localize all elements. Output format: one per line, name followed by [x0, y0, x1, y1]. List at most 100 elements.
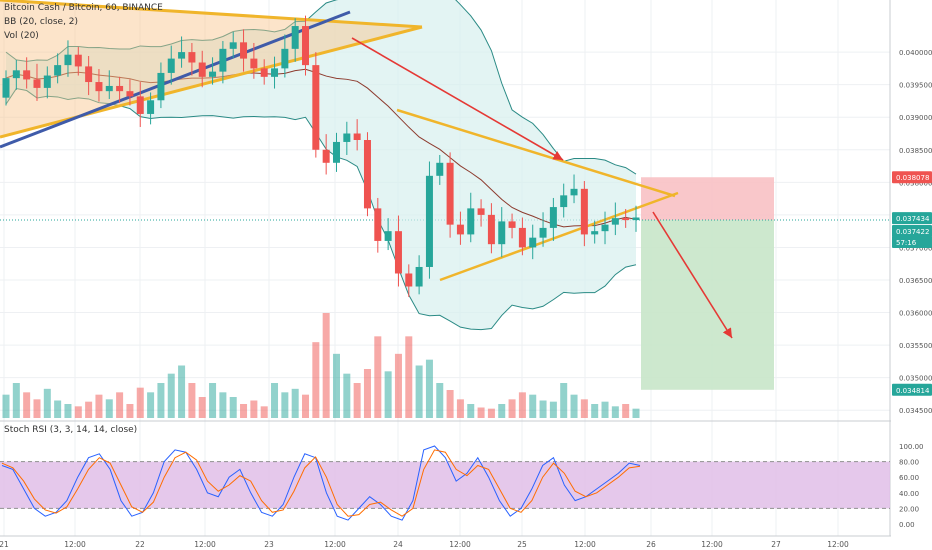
- time-label: 21: [0, 540, 9, 549]
- candle: [33, 63, 41, 101]
- candle: [560, 183, 568, 218]
- candle: [271, 56, 279, 89]
- candle: [209, 57, 217, 85]
- candle-body: [529, 237, 537, 248]
- candle: [167, 45, 175, 85]
- candle-body: [591, 231, 599, 235]
- bollinger-basis: [5, 68, 637, 228]
- volume-bar: [312, 342, 320, 418]
- stoch-legend[interactable]: Stoch RSI (3, 3, 14, 14, close): [4, 425, 138, 435]
- stoch-tick-label: 40.00: [899, 490, 919, 498]
- candle-body: [209, 71, 217, 77]
- volume-bar: [291, 388, 299, 418]
- candle-body: [250, 58, 258, 69]
- stoch-overbought-oversold-band: [0, 461, 890, 509]
- volume-bar: [529, 394, 537, 418]
- candle-body: [343, 133, 351, 142]
- triangle-upper-line: [396, 108, 676, 198]
- volume-bar: [508, 399, 516, 418]
- candle: [85, 56, 93, 96]
- price-tick-label: 0.035000: [899, 375, 932, 383]
- candle-body: [126, 91, 134, 97]
- volume-bar: [23, 392, 31, 418]
- volume-bar: [167, 373, 175, 418]
- candle: [549, 197, 557, 241]
- candle-body: [198, 62, 206, 77]
- candle-body: [260, 68, 268, 77]
- stoch-tick-label: 100.00: [899, 443, 924, 451]
- candle-body: [436, 162, 444, 176]
- price-axis[interactable]: 0.040000 0.039500 0.039000 0.038500 0.038000…: [891, 0, 932, 550]
- triangle-lower-line: [439, 191, 679, 282]
- vol-legend[interactable]: Vol (20): [4, 31, 39, 41]
- candle: [312, 52, 320, 158]
- candle-body: [498, 221, 506, 245]
- candle: [260, 59, 268, 85]
- candle: [229, 31, 237, 58]
- candle: [322, 134, 330, 175]
- candle-body: [95, 82, 103, 92]
- candle-body: [415, 266, 423, 287]
- candle-body: [560, 195, 568, 208]
- volume-bar: [467, 404, 475, 418]
- volume-bar: [622, 404, 630, 418]
- candle: [518, 217, 526, 256]
- volume-bar: [178, 365, 186, 418]
- candle-body: [477, 208, 485, 215]
- volume-bar: [229, 397, 237, 418]
- candle: [64, 40, 72, 77]
- candle: [353, 119, 361, 151]
- price-tick-label: 0.035500: [899, 342, 932, 350]
- candle-body: [549, 207, 557, 228]
- candle-body: [54, 65, 62, 76]
- stoch-tick-label: 60.00: [899, 474, 919, 482]
- volume-bar: [85, 401, 93, 418]
- candle-body: [74, 54, 82, 67]
- candle-body: [353, 133, 361, 140]
- price-tag-bg: [892, 224, 932, 237]
- arrows[interactable]: [351, 37, 733, 339]
- stoch-tick-label: 20.00: [899, 505, 919, 513]
- time-label: 12:00: [194, 540, 216, 549]
- time-axis[interactable]: 21 12:00 22 12:00 23 12:00 24 12:00 25 12:00 26 12:…: [0, 540, 849, 549]
- arrow-1: [351, 37, 564, 161]
- candle: [147, 92, 155, 125]
- price-axis-bg: [891, 0, 932, 550]
- candle: [601, 211, 609, 245]
- candle-body: [446, 162, 454, 225]
- candle-body: [178, 52, 186, 59]
- candle: [2, 70, 10, 106]
- volume-bar: [374, 336, 382, 418]
- volume-bar: [33, 399, 41, 418]
- stoch-d-line: [1, 449, 641, 517]
- bb-legend[interactable]: BB (20, close, 2): [4, 17, 79, 27]
- candle-body: [85, 66, 93, 83]
- drawings[interactable]: [0, 0, 679, 282]
- candle-body: [622, 218, 630, 221]
- candle: [425, 161, 433, 279]
- candle: [415, 255, 423, 295]
- candle-body: [456, 224, 464, 235]
- bollinger-upper: [5, 0, 637, 175]
- candle: [74, 46, 82, 76]
- candle-body: [332, 141, 340, 163]
- candle-body: [105, 85, 113, 92]
- price-tag-target: 0.034814: [892, 383, 932, 396]
- candle: [477, 199, 485, 227]
- volume-bar: [580, 399, 588, 418]
- symbol-legend[interactable]: Bitcoin Cash / Bitcoin, 60, BINANCE: [4, 3, 163, 13]
- candle-body: [302, 26, 310, 66]
- candle-body: [2, 78, 10, 98]
- candle-body: [219, 48, 227, 72]
- candle-body: [291, 26, 299, 49]
- volume-bar: [271, 383, 279, 418]
- candle: [12, 59, 20, 90]
- time-label: 12:00: [574, 540, 596, 549]
- time-label: 25: [517, 540, 527, 549]
- candle-body: [611, 218, 619, 225]
- candle-body: [147, 100, 155, 114]
- price-tick-label: 0.037000: [899, 244, 932, 252]
- volume-bar: [260, 406, 268, 418]
- candle-body: [632, 217, 640, 221]
